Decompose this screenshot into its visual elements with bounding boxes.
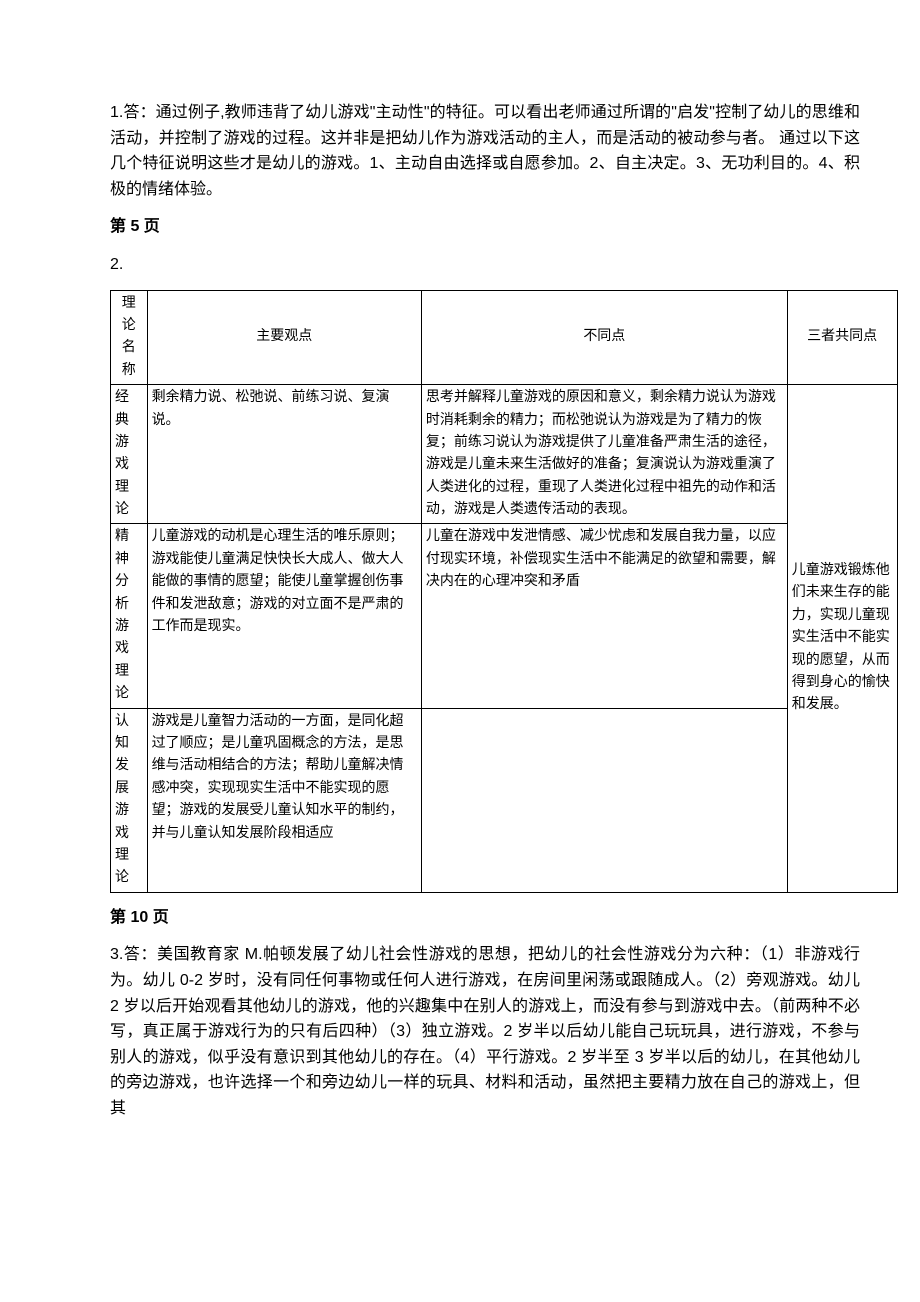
cell-name-3: 认知发展游戏理论 [111, 708, 148, 892]
header-view: 主要观点 [147, 290, 421, 385]
cell-view-1: 剩余精力说、松弛说、前练习说、复演说。 [147, 385, 421, 524]
cell-common: 儿童游戏锻炼他们未来生存的能力，实现儿童现实生活中不能实现的愿望，从而得到身心的… [787, 385, 897, 893]
cell-name-2: 精神分析游戏理论 [111, 524, 148, 708]
answer-3-text: 3.答：美国教育家 M.帕顿发展了幼儿社会性游戏的思想，把幼儿的社会性游戏分为六… [110, 942, 860, 1121]
table-header-row: 理论名称 主要观点 不同点 三者共同点 [111, 290, 898, 385]
header-diff: 不同点 [421, 290, 787, 385]
theory-comparison-table: 理论名称 主要观点 不同点 三者共同点 经典游戏理论 剩余精力说、松弛说、前练习… [110, 290, 898, 893]
cell-view-2: 儿童游戏的动机是心理生活的唯乐原则；游戏能使儿童满足快快长大成人、做大人能做的事… [147, 524, 421, 708]
cell-diff-3 [421, 708, 787, 892]
page-5-marker: 第 5 页 [110, 214, 860, 240]
answer-1-text: 1.答：通过例子,教师违背了幼儿游戏"主动性"的特征。可以看出老师通过所谓的"启… [110, 100, 860, 202]
cell-view-3: 游戏是儿童智力活动的一方面，是同化超过了顺应；是儿童巩固概念的方法，是思维与活动… [147, 708, 421, 892]
header-name: 理论名称 [111, 290, 148, 385]
page-10-marker: 第 10 页 [110, 905, 860, 931]
cell-diff-1: 思考并解释儿童游戏的原因和意义，剩余精力说认为游戏时消耗剩余的精力；而松弛说认为… [421, 385, 787, 524]
header-common: 三者共同点 [787, 290, 897, 385]
table-row: 精神分析游戏理论 儿童游戏的动机是心理生活的唯乐原则；游戏能使儿童满足快快长大成… [111, 524, 898, 708]
table-row: 认知发展游戏理论 游戏是儿童智力活动的一方面，是同化超过了顺应；是儿童巩固概念的… [111, 708, 898, 892]
cell-diff-2: 儿童在游戏中发泄情感、减少忧虑和发展自我力量，以应付现实环境，补偿现实生活中不能… [421, 524, 787, 708]
question-2-label: 2. [110, 252, 860, 278]
cell-name-1: 经典游戏理论 [111, 385, 148, 524]
table-row: 经典游戏理论 剩余精力说、松弛说、前练习说、复演说。 思考并解释儿童游戏的原因和… [111, 385, 898, 524]
